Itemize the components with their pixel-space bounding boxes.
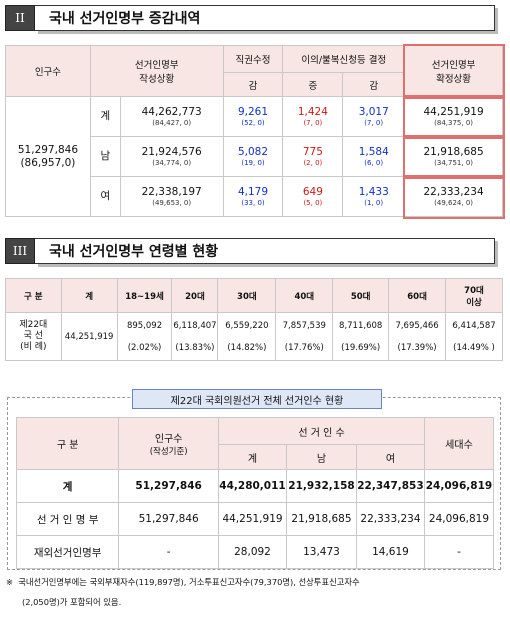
footnote-line-1: 국내선거인명부에는 국외부재자수(119,897명), 거소투표신고자수(79,…	[18, 577, 360, 587]
section-2-title: 국내 선거인명부 증감내역	[35, 5, 495, 31]
age-cell-40s: 7,857,539 (17.76%)	[275, 312, 334, 361]
footnote: ※ 국내선거인명부에는 국외부재자수(119,897명), 거소투표신고자수(7…	[6, 572, 506, 612]
age-header-30s: 30대	[217, 278, 277, 313]
voters-row-label-overseas: 재외선거인명부	[15, 535, 120, 569]
objection-decrease-total: 3,017 (7, 0)	[342, 96, 406, 137]
age-cell-18-19: 895,092 (2.02%)	[116, 312, 173, 361]
age-header-gubun: 구 분	[5, 278, 62, 313]
section-3-header: III 국내 선거인명부 연령별 현황	[5, 238, 495, 264]
voters-domestic-population: 51,297,846	[118, 502, 220, 536]
age-header-70plus: 70대 이상	[445, 278, 503, 313]
creation-male: 21,924,576 (34,774, 0)	[119, 136, 224, 177]
age-header-total: 계	[60, 278, 118, 313]
creation-total: 44,262,773 (84,427, 0)	[119, 96, 224, 137]
voters-total-total: 44,280,011	[218, 469, 287, 503]
header-official-edit: 직권수정	[222, 45, 284, 73]
age-header-18-19: 18~19세	[116, 278, 173, 313]
age-header-60s: 60대	[388, 278, 447, 313]
header-confirmation-status: 선거인명부 확정상황	[402, 43, 505, 99]
confirmed-total: 44,251,919 (84,375, 0)	[402, 94, 505, 139]
voters-header-total: 계	[218, 444, 287, 470]
objection-increase-total: 1,424 (7, 0)	[282, 96, 344, 137]
header-creation-status: 선거인명부 작성상황	[89, 45, 224, 97]
voters-domestic-female: 22,333,234	[355, 502, 425, 536]
voters-total-households: 24,096,819	[423, 469, 495, 503]
age-group-table: 구 분 계 18~19세 20대 30대 40대 50대 60대 70대 이상 제…	[5, 278, 503, 361]
objection-decrease-female: 1,433 (1, 0)	[342, 176, 406, 217]
voters-total-female: 22,347,853	[355, 469, 425, 503]
age-header-20s: 20대	[171, 278, 219, 313]
total-voters-table: 구 분 인구수 (작성기준) 선 거 인 수 세대수 계 남 여 계 51,297…	[15, 417, 495, 569]
confirmed-male: 21,918,685 (34,751, 0)	[402, 134, 505, 179]
voters-overseas-total: 28,092	[218, 535, 287, 569]
age-cell-20s: 6,118,407 (13.83%)	[171, 312, 219, 361]
age-cell-60s: 7,695,466 (17.39%)	[388, 312, 447, 361]
row-label-female: 여	[89, 176, 121, 217]
footnote-line-2: (2,050명)가 포함되어 있음.	[22, 597, 122, 607]
voters-total-male: 21,932,158	[286, 469, 357, 503]
creation-female: 22,338,197 (49,653, 0)	[119, 176, 224, 217]
header-population: 인구수	[5, 45, 91, 97]
voters-overseas-male: 13,473	[286, 535, 357, 569]
age-row-label: 제22대 국 선 (비 례)	[5, 312, 62, 361]
voter-register-change-table: 인구수 선거인명부 작성상황 직권수정 이의/불복신청등 결정 선거인명부 확정상황…	[5, 43, 505, 219]
age-cell-50s: 8,711,608 (19.69%)	[332, 312, 390, 361]
footnote-mark: ※	[6, 577, 13, 587]
population-cell: 51,297,846 (86,957,0)	[5, 96, 91, 217]
header-objection-increase: 증	[282, 72, 344, 97]
voters-row-label-total: 계	[15, 469, 120, 503]
section-2-number: II	[5, 5, 35, 31]
header-edit-decrease: 감	[222, 72, 284, 97]
age-total-value: 44,251,919	[60, 312, 118, 361]
section-2-header: II 국내 선거인명부 증감내역	[5, 5, 495, 31]
section-3-number: III	[5, 238, 35, 264]
header-objection-decrease: 감	[342, 72, 406, 97]
voters-header-voters: 선 거 인 수	[218, 417, 425, 445]
edit-decrease-total: 9,261 (52, 0)	[222, 96, 284, 137]
age-header-50s: 50대	[332, 278, 390, 313]
age-header-40s: 40대	[275, 278, 334, 313]
voters-header-female: 여	[355, 444, 425, 470]
confirmed-female: 22,333,234 (49,624, 0)	[402, 174, 505, 219]
objection-increase-female: 649 (5, 0)	[282, 176, 344, 217]
voters-domestic-total: 44,251,919	[218, 502, 287, 536]
row-label-male: 남	[89, 136, 121, 177]
edit-decrease-male: 5,082 (19, 0)	[222, 136, 284, 177]
row-label-total: 계	[89, 96, 121, 137]
edit-decrease-female: 4,179 (33, 0)	[222, 176, 284, 217]
total-voters-caption: 제22대 국회의원선거 전체 선거인수 현황	[132, 389, 382, 409]
objection-increase-male: 775 (2, 0)	[282, 136, 344, 177]
header-objection: 이의/불복신청등 결정	[282, 45, 406, 73]
section-3-title: 국내 선거인명부 연령별 현황	[35, 238, 495, 264]
voters-header-households: 세대수	[423, 417, 495, 470]
age-cell-30s: 6,559,220 (14.82%)	[217, 312, 277, 361]
age-cell-70plus: 6,414,587 (14.49% )	[445, 312, 503, 361]
voters-overseas-female: 14,619	[355, 535, 425, 569]
voters-total-population: 51,297,846	[118, 469, 220, 503]
voters-header-gubun: 구 분	[15, 417, 120, 470]
voters-overseas-population: -	[118, 535, 220, 569]
voters-row-label-domestic: 선 거 인 명 부	[15, 502, 120, 536]
voters-overseas-households: -	[423, 535, 495, 569]
voters-header-male: 남	[286, 444, 357, 470]
voters-header-population: 인구수 (작성기준)	[118, 417, 220, 470]
objection-decrease-male: 1,584 (6, 0)	[342, 136, 406, 177]
voters-domestic-households: 24,096,819	[423, 502, 495, 536]
voters-domestic-male: 21,918,685	[286, 502, 357, 536]
